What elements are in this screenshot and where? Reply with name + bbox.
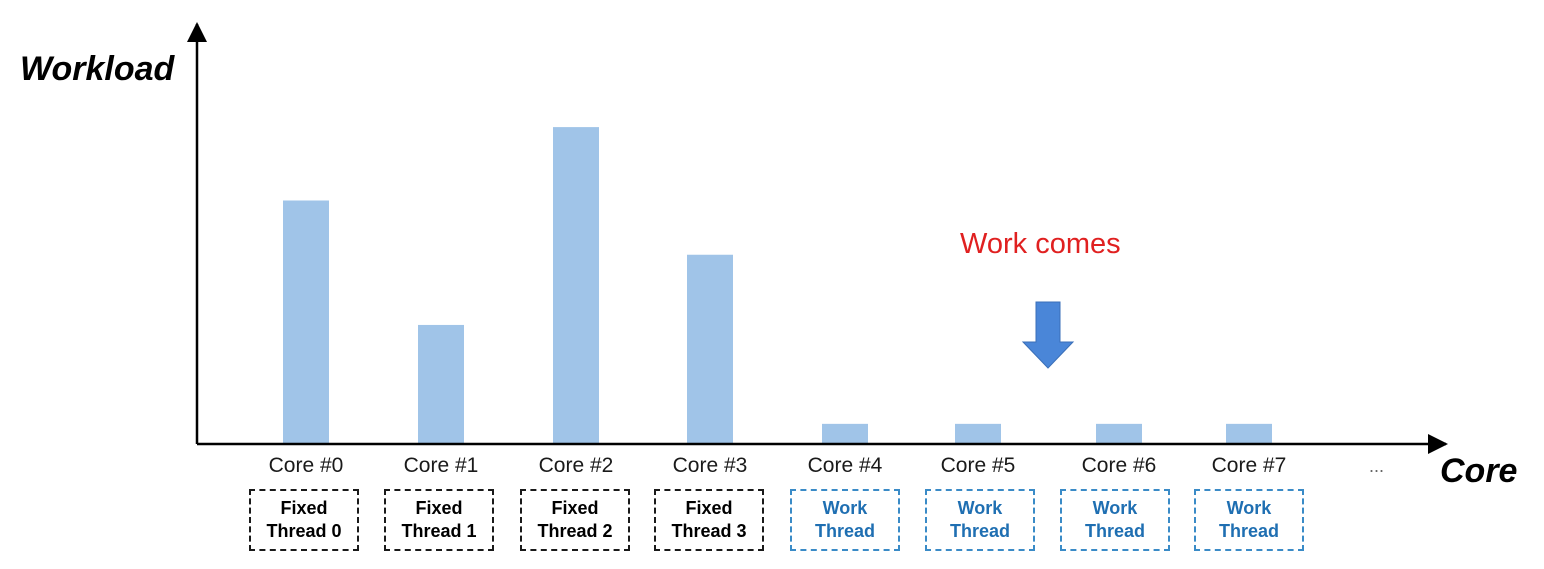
- bar-5: [955, 423, 1001, 443]
- bar-4: [822, 423, 868, 443]
- x-tick-label: Core #3: [672, 454, 748, 477]
- thread-box-line2: Thread 1: [401, 521, 477, 541]
- thread-box-fixed: Fixed Thread 2: [520, 489, 630, 551]
- bar-1: [418, 324, 464, 443]
- thread-box-fixed: Fixed Thread 1: [384, 489, 494, 551]
- thread-box-work: Work Thread: [790, 489, 900, 551]
- thread-box-line1: Work: [822, 498, 868, 518]
- x-tick-label: Core #7: [1211, 454, 1287, 477]
- bar-3: [687, 254, 733, 443]
- x-axis-label: Core: [1440, 452, 1518, 490]
- thread-box-line1: Work: [1226, 498, 1272, 518]
- thread-box-line2: Thread: [814, 521, 875, 541]
- thread-box-work: Work Thread: [925, 489, 1035, 551]
- bars-group: [283, 127, 1272, 443]
- thread-box-line1: Fixed: [551, 498, 599, 518]
- thread-box-work: Work Thread: [1060, 489, 1170, 551]
- x-tick-label: Core #4: [807, 454, 883, 477]
- x-tick-label: Core #0: [268, 454, 344, 477]
- thread-box-fixed: Fixed Thread 0: [249, 489, 359, 551]
- thread-box-work: Work Thread: [1194, 489, 1304, 551]
- thread-box-line1: Fixed: [280, 498, 328, 518]
- work-comes-arrow-icon: [1021, 301, 1075, 369]
- thread-box-line1: Work: [1092, 498, 1138, 518]
- thread-box-line2: Thread 2: [537, 521, 613, 541]
- thread-box-fixed: Fixed Thread 3: [654, 489, 764, 551]
- thread-box-line2: Thread: [1218, 521, 1279, 541]
- thread-box-line1: Fixed: [415, 498, 463, 518]
- thread-box-line2: Thread 0: [266, 521, 342, 541]
- y-axis-label: Workload: [20, 50, 175, 88]
- thread-box-line2: Thread 3: [671, 521, 747, 541]
- thread-box-line1: Fixed: [685, 498, 733, 518]
- thread-box-line1: Work: [957, 498, 1003, 518]
- x-tick-label: Core #5: [940, 454, 1016, 477]
- thread-box-line2: Thread: [949, 521, 1010, 541]
- bar-6: [1096, 423, 1142, 443]
- bar-2: [553, 127, 599, 443]
- bar-7: [1226, 423, 1272, 443]
- work-comes-annotation: Work comes: [960, 228, 1121, 260]
- bar-0: [283, 200, 329, 443]
- axis-ellipsis: ...: [1369, 456, 1385, 476]
- x-tick-label: Core #6: [1081, 454, 1157, 477]
- x-tick-label: Core #2: [538, 454, 614, 477]
- x-tick-label: Core #1: [403, 454, 479, 477]
- thread-box-line2: Thread: [1084, 521, 1145, 541]
